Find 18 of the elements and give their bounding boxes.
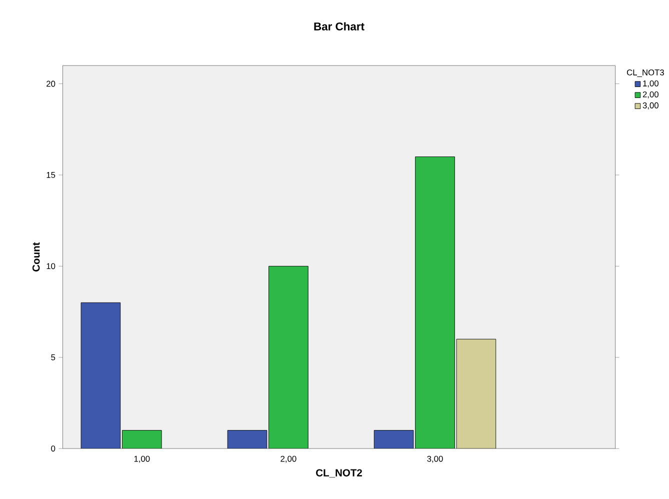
legend-label: 1,00 (643, 80, 658, 88)
y-tick-label: 5 (51, 354, 56, 360)
y-tick-label: 15 (46, 172, 56, 178)
y-tick-label: 10 (46, 263, 56, 270)
legend-label: 3,00 (642, 102, 658, 110)
y-tick-label: 20 (46, 80, 56, 87)
y-tick-label: 0 (51, 446, 56, 452)
chart-title: Bar Chart (314, 22, 364, 30)
x-tick-label: 2,00 (280, 456, 296, 463)
x-tick-label: 1,00 (134, 456, 150, 463)
bar (80, 302, 121, 448)
bar (227, 430, 268, 448)
legend-title: CL_NOT3 (626, 69, 664, 77)
legend-label: 2,00 (642, 91, 658, 98)
y-axis-title: Count (32, 242, 40, 272)
x-axis-title: CL_NOT2 (316, 469, 362, 478)
bar (374, 430, 414, 448)
x-tick-label: 3,00 (427, 456, 443, 463)
